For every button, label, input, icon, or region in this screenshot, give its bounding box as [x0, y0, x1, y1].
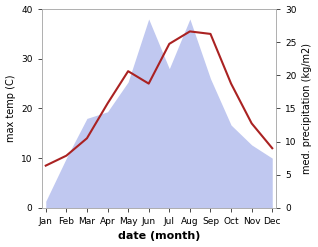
Y-axis label: max temp (C): max temp (C) — [5, 75, 16, 142]
Y-axis label: med. precipitation (kg/m2): med. precipitation (kg/m2) — [302, 43, 313, 174]
X-axis label: date (month): date (month) — [118, 231, 200, 242]
